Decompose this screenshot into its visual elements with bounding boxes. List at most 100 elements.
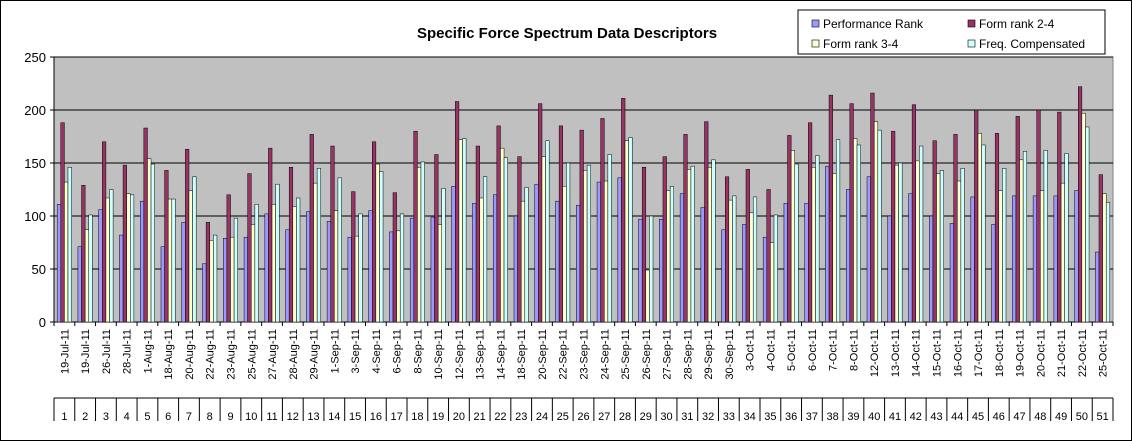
x-date-label: 12-Sep-11 [454, 329, 466, 380]
bar [1102, 193, 1107, 323]
bar [949, 223, 954, 323]
bar [991, 224, 996, 323]
x-date-label: 26-Sep-11 [641, 329, 653, 380]
bar [977, 133, 982, 323]
x-date-label: 27-Sep-11 [662, 329, 674, 380]
bar [223, 238, 228, 323]
bar [811, 166, 816, 323]
bar [337, 177, 342, 323]
bar [347, 236, 352, 323]
bar [752, 196, 758, 323]
x-date-label: 23-Sep-11 [579, 329, 591, 380]
bar [372, 141, 377, 323]
bar [520, 200, 526, 323]
bar [583, 170, 588, 323]
x-date-label: 28-Sep-11 [682, 329, 694, 380]
bar [981, 144, 986, 323]
bar [150, 163, 155, 323]
bar [462, 138, 467, 323]
bar [970, 196, 975, 323]
bar [430, 216, 435, 323]
bar [866, 176, 871, 323]
bar [607, 154, 612, 323]
x-index-label: 40 [868, 411, 880, 423]
bar [915, 160, 920, 323]
bar [534, 183, 539, 323]
bar [783, 203, 788, 323]
x-date-label: 13-Sep-11 [475, 329, 487, 380]
bar [908, 193, 913, 323]
bar [98, 209, 103, 323]
x-index-label: 23 [515, 411, 527, 423]
bar [77, 246, 82, 323]
bar [873, 121, 879, 323]
bar [1012, 195, 1017, 323]
bar [887, 215, 892, 323]
legend-swatch [811, 19, 820, 28]
bar [1002, 168, 1007, 323]
x-index-label: 11 [266, 411, 277, 423]
bar [749, 212, 754, 323]
bar [936, 173, 941, 323]
bar [396, 230, 401, 323]
bar [762, 236, 768, 323]
bar [379, 171, 384, 323]
x-date-label: 18-Aug-11 [163, 329, 175, 380]
bar [181, 222, 186, 323]
bar [1019, 159, 1024, 323]
x-index-label: 46 [993, 411, 1005, 423]
x-index-label: 33 [723, 411, 735, 423]
bar [119, 234, 124, 323]
x-date-label: 18-Sep-11 [516, 329, 528, 380]
bar [683, 134, 688, 323]
bar [832, 173, 837, 323]
bar [679, 193, 684, 323]
bar [1064, 153, 1069, 323]
bar [1098, 174, 1103, 323]
x-date-label: 15-Oct-11 [932, 329, 944, 377]
bar [628, 137, 633, 323]
bar [399, 213, 405, 323]
x-index-label: 10 [245, 411, 257, 423]
legend-label: Form rank 2-4 [979, 17, 1055, 31]
bar [1095, 251, 1100, 323]
bar [67, 166, 72, 323]
x-index-label: 7 [186, 411, 192, 423]
bar [745, 169, 750, 323]
bar [877, 129, 882, 323]
bar [171, 198, 176, 323]
x-date-label: 27-Aug-11 [267, 329, 279, 380]
bar [732, 195, 737, 323]
bar [160, 246, 165, 323]
x-date-label: 5-Oct-11 [786, 329, 798, 371]
bar [1081, 112, 1086, 323]
y-tick-label: 100 [24, 209, 46, 224]
x-date-label: 19-Jul-11 [80, 329, 92, 374]
bar [1043, 150, 1048, 323]
bar [285, 229, 290, 323]
y-tick-label: 150 [24, 156, 46, 171]
bar [828, 94, 833, 323]
bar [455, 101, 460, 323]
bar [725, 176, 730, 323]
x-index-label: 44 [951, 411, 963, 423]
bar [870, 92, 875, 323]
bar [621, 98, 626, 323]
bar [233, 217, 238, 323]
bar [1105, 201, 1111, 323]
x-date-label: 6-Sep-11 [392, 329, 404, 373]
x-index-label: 6 [165, 411, 171, 423]
bar [109, 189, 114, 323]
bar [472, 203, 477, 323]
bar [898, 162, 903, 323]
x-index-label: 17 [390, 411, 402, 423]
bar [700, 207, 705, 323]
bar [268, 147, 273, 323]
x-index-label: 51 [1096, 411, 1108, 423]
x-index-label: 50 [1076, 411, 1088, 423]
bar [316, 168, 322, 323]
bar [309, 134, 314, 323]
bar [662, 156, 667, 323]
